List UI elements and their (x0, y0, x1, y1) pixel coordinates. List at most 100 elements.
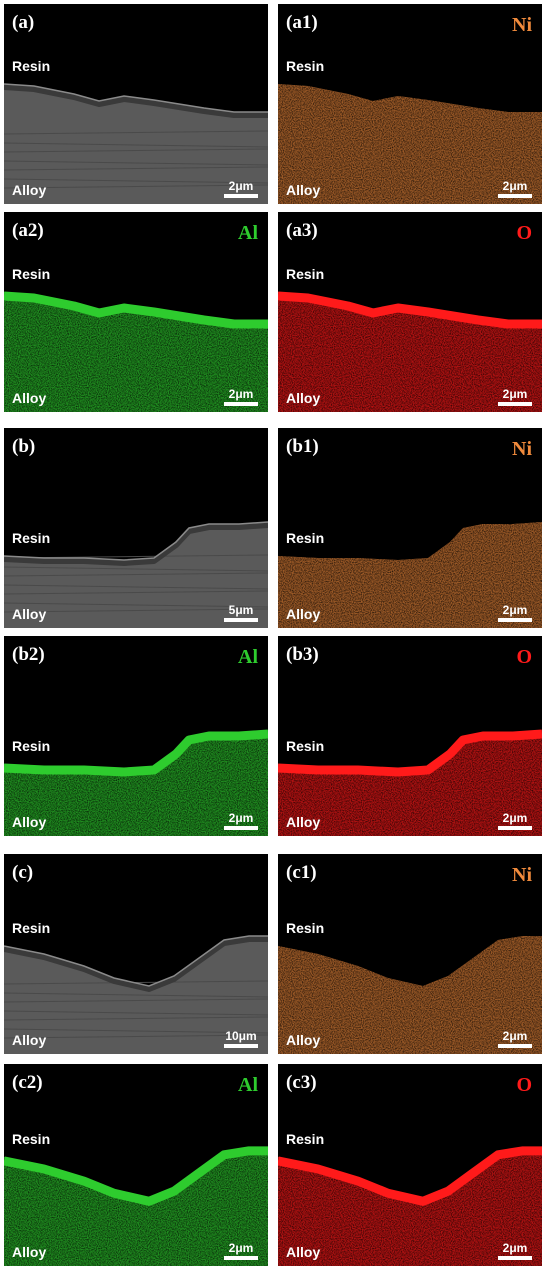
scale-bar: 2μm (224, 387, 258, 406)
scale-bar-line (224, 402, 258, 406)
scale-bar-line (498, 618, 532, 622)
alloy-label: Alloy (12, 390, 47, 406)
interface-edge (4, 935, 268, 987)
scale-bar-text: 2μm (502, 603, 528, 617)
o-map-a3: (a3) O Resin Alloy 2μm (278, 212, 542, 412)
al-map-a2: (a2) Al Resin Alloy 2μm (4, 212, 268, 412)
panel-label: (b1) (286, 436, 319, 457)
panel-label: (b) (12, 436, 36, 457)
element-label: Al (238, 222, 258, 244)
polish-scratch (4, 608, 268, 613)
scale-bar-line (224, 1044, 258, 1048)
panel-label: (a1) (286, 12, 318, 33)
resin-label: Resin (286, 1130, 325, 1147)
panel-label: (b3) (286, 644, 319, 665)
alloy-region (4, 84, 268, 204)
scale-bar-line (224, 194, 258, 198)
element-label: Al (238, 646, 258, 668)
scale-bar-line (498, 1044, 532, 1048)
oxide-scale-band (4, 84, 268, 118)
oxide-scale-band (278, 729, 542, 777)
resin-label: Resin (12, 1130, 51, 1147)
scale-bar-line (498, 402, 532, 406)
resin-label: Resin (286, 266, 325, 282)
scale-bar-line (498, 1256, 532, 1260)
map-shade (4, 730, 268, 836)
polish-scratch (4, 184, 268, 189)
polish-scratch (4, 1010, 268, 1016)
scale-bar-text: 2μm (228, 1241, 254, 1255)
scale-bar: 2μm (498, 1029, 532, 1048)
alloy-label: Alloy (12, 1032, 47, 1048)
panel-label: (a2) (12, 220, 44, 241)
polish-scratch (4, 166, 268, 171)
element-map-canvas (4, 291, 268, 412)
panel-label: (c1) (286, 862, 317, 883)
resin-label: Resin (286, 530, 325, 546)
scale-bar-line (498, 826, 532, 830)
oxide-scale-band (4, 1146, 268, 1206)
element-map-canvas (278, 1146, 542, 1266)
speckle-texture (278, 936, 542, 1054)
alloy-label: Alloy (286, 390, 321, 406)
element-label: Al (238, 1074, 258, 1096)
al-map-b2: (b2) Al Resin Alloy 2μm (4, 636, 268, 836)
scale-bar-text: 2μm (502, 179, 528, 193)
scale-bar-line (498, 194, 532, 198)
panel-label: (c3) (286, 1072, 317, 1093)
resin-label: Resin (286, 738, 325, 754)
map-shade (278, 84, 542, 204)
polish-scratch (4, 1016, 268, 1021)
speckle-texture (278, 84, 542, 204)
polish-scratch (4, 130, 268, 135)
scale-bar: 2μm (224, 1241, 258, 1260)
micrograph-canvas (4, 935, 268, 1054)
element-map-canvas (4, 729, 268, 836)
scale-bar-text: 2μm (502, 387, 528, 401)
speckle-texture (278, 522, 542, 628)
interface-edge (4, 83, 268, 113)
panel-label: (c2) (12, 1072, 43, 1093)
panel-label: (a) (12, 12, 35, 33)
element-map-canvas (278, 84, 542, 204)
scale-bar-text: 5μm (228, 603, 254, 617)
map-shade (278, 522, 542, 628)
alloy-label: Alloy (286, 814, 321, 830)
polish-scratch (4, 1028, 268, 1034)
scale-bar-text: 2μm (502, 1029, 528, 1043)
element-map-canvas (278, 936, 542, 1054)
element-map-canvas (278, 729, 542, 836)
alloy-label: Alloy (286, 182, 321, 198)
resin-label: Resin (286, 920, 325, 936)
al-map-c2: (c2) Al Resin Alloy 2μm (4, 1064, 268, 1266)
alloy-label: Alloy (286, 1032, 321, 1048)
map-shade (278, 936, 542, 1054)
o-map-b3: (b3) O Resin Alloy 2μm (278, 636, 542, 836)
scale-bar-text: 2μm (502, 1241, 528, 1255)
ni-map-a1: (a1) Ni Resin Alloy 2μm (278, 4, 542, 204)
polish-scratch (4, 160, 268, 166)
polish-scratch (4, 178, 268, 184)
panel-label: (b2) (12, 644, 45, 665)
scale-bar-text: 2μm (502, 811, 528, 825)
element-label: Ni (512, 14, 532, 36)
element-label: O (516, 1074, 532, 1096)
polish-scratch (4, 566, 268, 572)
scale-bar-text: 2μm (228, 811, 254, 825)
polish-scratch (4, 590, 268, 595)
panel-label: (a3) (286, 220, 318, 241)
map-shade (278, 730, 542, 836)
resin-label: Resin (12, 58, 51, 74)
element-label: Ni (512, 864, 532, 886)
alloy-label: Alloy (12, 1244, 47, 1260)
polish-scratch (4, 142, 268, 148)
element-map-canvas (4, 1146, 268, 1266)
interface-edge (4, 521, 268, 561)
speckle-texture (4, 730, 268, 836)
element-label: O (516, 646, 532, 668)
scale-bar: 5μm (224, 603, 258, 622)
resin-label: Resin (12, 266, 51, 282)
micrograph-canvas (4, 83, 268, 204)
polish-scratch (4, 572, 268, 577)
scale-bar: 2μm (224, 179, 258, 198)
